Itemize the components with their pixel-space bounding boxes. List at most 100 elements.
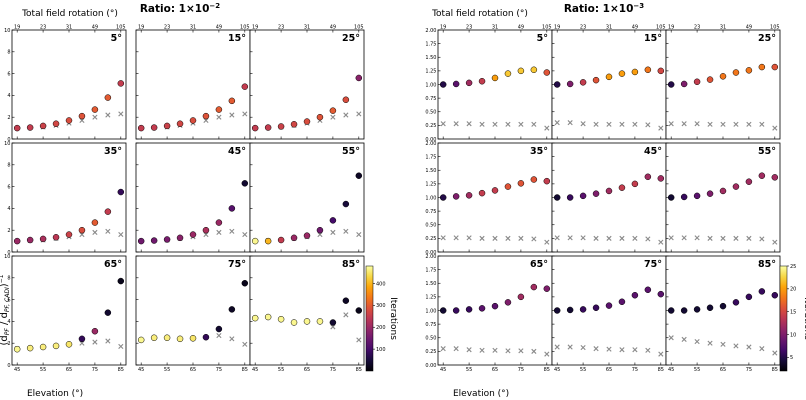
x-tick-label: 85 (118, 367, 124, 373)
circle-point (758, 63, 766, 71)
circle-point (91, 327, 99, 335)
y-tick-label: 10 (4, 141, 10, 147)
cross-point (772, 239, 778, 245)
y-tick-label: 1.75 (425, 267, 436, 273)
y-tick-label: 1.50 (425, 168, 436, 174)
panel-label: 75° (644, 259, 662, 270)
cross-point (694, 121, 700, 127)
circle-point (553, 81, 561, 88)
top-tick-label: 49 (92, 25, 98, 31)
cross-point (518, 235, 524, 241)
y-tick-label: 2.00 (425, 254, 436, 260)
y-tick-label: 0.25 (425, 123, 436, 129)
cross-point (567, 120, 573, 126)
circle-point (52, 342, 60, 350)
x-tick-label: 45 (440, 367, 446, 373)
circle-point (579, 192, 587, 200)
circle-point (439, 81, 447, 88)
circle-point (680, 80, 688, 88)
circle-point (26, 236, 34, 244)
cross-point (229, 228, 235, 234)
top-tick-label: 23 (466, 25, 472, 31)
cross-point (229, 336, 235, 342)
circle-point (644, 286, 652, 294)
cross-point (505, 348, 511, 354)
cross-point (216, 229, 222, 235)
top-tick-label: 19 (138, 25, 144, 31)
circle-point (618, 70, 626, 77)
circle-point (303, 118, 311, 125)
cross-point (531, 121, 537, 127)
circle-point (452, 307, 460, 314)
panel-2-6: 55° (665, 142, 781, 253)
circle-point (163, 122, 171, 130)
cross-point (567, 344, 573, 350)
circle-point (290, 121, 298, 128)
panel-label: 55° (342, 146, 360, 157)
circle-point (530, 283, 538, 291)
circle-point (342, 96, 350, 104)
circle-point (241, 180, 249, 187)
cross-point (330, 114, 336, 120)
y-tick-label: 4 (7, 206, 10, 212)
circle-point (465, 79, 473, 87)
y-tick-label: 6 (7, 184, 10, 190)
cross-point (118, 343, 124, 350)
panel-label: 15° (228, 33, 246, 44)
y-tick-label: 0.50 (425, 223, 436, 229)
cross-point (645, 236, 651, 242)
y-tick-label: 0 (7, 363, 10, 369)
x-tick-label: 75 (632, 367, 638, 373)
x-tick-label: 55 (164, 367, 170, 373)
circle-point (163, 334, 171, 341)
cross-point (720, 235, 726, 241)
circle-point (543, 177, 551, 185)
panel-2-3: 19 23 31 49 105 25° (665, 25, 781, 140)
top-tick-label: 49 (746, 25, 752, 31)
circle-point (618, 298, 626, 306)
panel-1-8: 45 55 65 75 85 75° (135, 255, 251, 373)
panel-label: 15° (644, 33, 662, 44)
cross-point (720, 121, 726, 127)
circle-point (78, 226, 86, 234)
circle-point (189, 231, 197, 238)
y-tick-label: 0 (7, 137, 10, 143)
cross-point (492, 347, 498, 353)
cross-point (242, 231, 248, 238)
circle-point (117, 277, 125, 285)
cross-point (707, 121, 713, 127)
top-tick-label: 105 (116, 25, 126, 31)
circle-point (150, 237, 158, 244)
circle-point (342, 200, 350, 208)
circle-point (104, 94, 112, 101)
cross-point (440, 346, 446, 352)
circle-point (202, 226, 210, 234)
circle-point (605, 302, 613, 309)
top-tick-label: 105 (542, 25, 552, 31)
circle-point (517, 293, 525, 301)
cross-point (619, 347, 625, 353)
cross-point (668, 235, 674, 241)
circle-point (277, 123, 285, 130)
y-tick-label: 0.25 (425, 349, 436, 355)
circle-point (631, 68, 639, 76)
cross-point (105, 112, 111, 118)
circle-point (303, 318, 311, 325)
circle-point (504, 183, 512, 190)
colorbar-tick-label: 400 (376, 281, 386, 287)
circle-point (491, 187, 499, 194)
chart-title: Ratio: 1×10−2 (140, 2, 220, 15)
panel-1-1: 0 2 4 6 8 10 19 23 31 49 105 5° (4, 25, 127, 143)
cross-point (518, 121, 524, 127)
cross-point (593, 346, 599, 352)
circle-point (605, 187, 613, 195)
panel-label: 45° (228, 146, 246, 157)
y-tick-label: 0.00 (425, 363, 436, 369)
y-tick-label: 2 (7, 228, 10, 234)
circle-point (758, 288, 766, 295)
circle-point (13, 345, 21, 353)
circle-point (189, 335, 197, 342)
circle-point (150, 124, 158, 131)
circle-point (215, 325, 223, 333)
cross-point (356, 337, 362, 343)
